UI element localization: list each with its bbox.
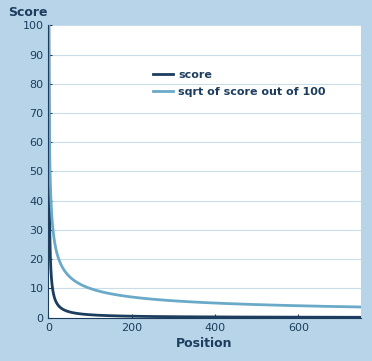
Line: sqrt of score out of 100: sqrt of score out of 100 xyxy=(49,25,361,307)
score xyxy=(46,23,51,27)
score xyxy=(359,315,363,319)
score xyxy=(350,315,354,319)
sqrt of score out of 100 xyxy=(46,23,51,27)
score xyxy=(292,315,297,319)
score xyxy=(62,308,67,312)
score xyxy=(198,315,203,319)
sqrt of score out of 100 xyxy=(349,305,354,309)
sqrt of score out of 100 xyxy=(198,300,203,305)
sqrt of score out of 100 xyxy=(62,269,67,273)
score xyxy=(190,315,195,319)
Legend: score, sqrt of score out of 100: score, sqrt of score out of 100 xyxy=(148,66,330,101)
sqrt of score out of 100 xyxy=(359,305,363,309)
X-axis label: Position: Position xyxy=(176,337,233,350)
score xyxy=(349,315,354,319)
sqrt of score out of 100 xyxy=(190,300,195,304)
Text: Score: Score xyxy=(8,6,47,19)
sqrt of score out of 100 xyxy=(292,304,297,308)
sqrt of score out of 100 xyxy=(350,305,354,309)
Line: score: score xyxy=(49,25,361,317)
